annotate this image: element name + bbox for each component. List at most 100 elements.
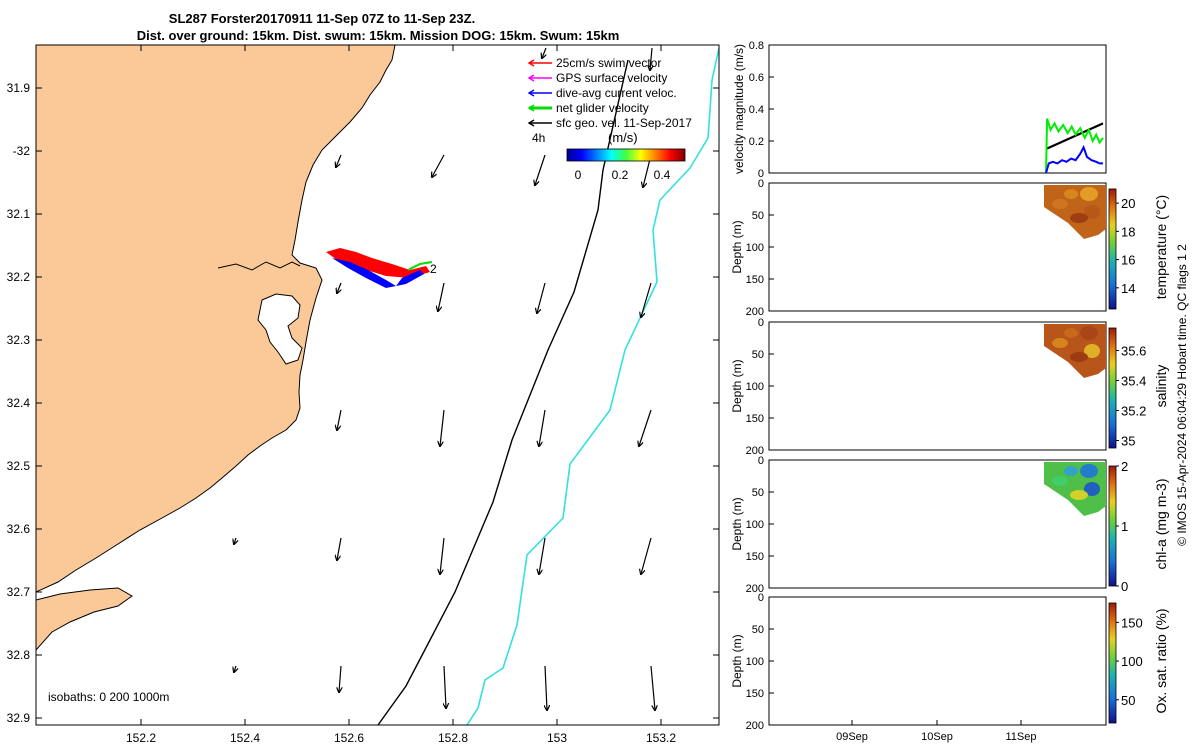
chlorophyll-section-patch — [1064, 466, 1078, 476]
lat-tick-label: -32 — [13, 144, 31, 158]
oxygen-ytick-label: 150 — [746, 688, 764, 700]
chlorophyll-ytick-label: 150 — [746, 551, 764, 563]
time-tick-label: 10Sep — [921, 731, 953, 743]
chlorophyll-colorbar-tick-label: 0 — [1121, 579, 1128, 594]
isobath-200m — [377, 59, 629, 725]
river-inlet — [217, 261, 301, 271]
isobaths-label: isobaths: 0 200 1000m — [48, 690, 169, 704]
map-axis-ticks: 152.2 152.4 152.6 152.8 153 153.2 31.9 -32 32.1 3… — [7, 45, 719, 745]
velocity-ytick-label: 0.2 — [749, 136, 764, 148]
lat-tick-label: 32.9 — [7, 711, 31, 725]
lon-tick-label: 152.2 — [126, 731, 156, 745]
oxygen-ytick-label: 0 — [758, 592, 764, 604]
oxygen-colorbar-label: Ox. sat. ratio (%) — [1153, 608, 1169, 713]
oxygen-plot-frame — [768, 596, 1107, 726]
oxygen-colorbar-tick-label: 100 — [1121, 654, 1143, 669]
lat-tick-label: 32.8 — [7, 648, 31, 662]
surface-velocity-arrow — [539, 537, 546, 574]
legend-arrowhead — [527, 119, 535, 127]
temperature-colorbar-tick-label: 18 — [1121, 224, 1135, 239]
time-tick-label: 09Sep — [836, 731, 868, 743]
surface-velocity-arrow — [337, 537, 342, 560]
chlorophyll-colorbar-label: chl-a (mg m-3) — [1153, 478, 1169, 569]
salinity-ytick-label: 200 — [746, 445, 764, 457]
temperature-ylabel: Depth (m) — [730, 220, 744, 273]
surface-velocity-arrow — [438, 282, 445, 311]
colorbar-tick-1: 0.2 — [612, 168, 629, 182]
surface-velocity-arrow — [545, 665, 547, 710]
temperature-section-patch — [1084, 205, 1100, 219]
chlorophyll-ytick-label: 50 — [752, 487, 764, 499]
salinity-section-patch — [1070, 352, 1088, 362]
surface-velocity-arrow — [440, 537, 445, 574]
surface-velocity-arrow — [650, 47, 652, 70]
temperature-ytick-label: 100 — [746, 242, 764, 254]
temperature-ytick-label: 150 — [746, 274, 764, 286]
velocity-ytick-label: 0.4 — [749, 104, 764, 116]
salinity-colorbar-tick-label: 35.6 — [1121, 344, 1146, 359]
velocity-series-line — [1045, 118, 1104, 174]
temperature-colorbar-label: temperature (°C) — [1153, 195, 1169, 299]
surface-velocity-arrow — [337, 409, 342, 430]
lon-tick-label: 153 — [547, 731, 567, 745]
estuary-lake — [257, 293, 303, 365]
surface-velocity-arrow — [535, 154, 546, 185]
salinity-section-patch — [1080, 326, 1098, 340]
temperature-colorbar-tick-label: 20 — [1121, 196, 1135, 211]
lat-tick-label: 32.4 — [7, 396, 31, 410]
velocity-series-line — [1045, 144, 1103, 174]
surface-velocity-arrow — [641, 282, 652, 317]
salinity-colorbar-label: salinity — [1153, 365, 1169, 408]
velocity-ytick-label: 0.8 — [749, 40, 764, 52]
speed-colorbar — [566, 148, 686, 162]
figure-title-line-2: Dist. over ground: 15km. Dist. swum: 15k… — [137, 28, 620, 43]
surface-velocity-field — [234, 47, 655, 710]
salinity-ytick-label: 100 — [746, 381, 764, 393]
surface-velocity-arrow — [537, 282, 546, 313]
temperature-section-patch — [1064, 189, 1078, 199]
legend-scale-label: 4h — [532, 131, 545, 145]
surface-velocity-arrow — [641, 537, 652, 574]
map-frame — [35, 44, 720, 726]
salinity-ytick-label: 50 — [752, 349, 764, 361]
surface-velocity-arrow — [539, 409, 546, 446]
temperature-ytick-label: 50 — [752, 210, 764, 222]
chlorophyll-ytick-label: 200 — [746, 583, 764, 595]
temperature-section-patch — [1052, 199, 1068, 209]
salinity-colorbar — [1108, 327, 1117, 449]
velocity-ytick-label: 0 — [758, 168, 764, 180]
surface-velocity-arrow — [337, 282, 341, 293]
oxygen-ytick-label: 200 — [746, 720, 764, 732]
chlorophyll-section-panel: 0 50 100 150 200 Depth (m) 2 1 0 chl-a (mg m-3) — [730, 455, 1169, 595]
chlorophyll-colorbar-tick-label: 2 — [1121, 459, 1128, 474]
time-tick-label: 11Sep — [1006, 731, 1037, 743]
chlorophyll-section-patch — [1052, 476, 1068, 486]
temperature-plot-frame — [768, 182, 1107, 312]
glider-track-red — [326, 248, 430, 278]
surface-velocity-arrow — [542, 47, 546, 58]
velocity-plot-frame — [768, 44, 1107, 174]
lon-tick-label: 153.2 — [646, 731, 676, 745]
legend-entry: sfc geo. vel. 11-Sep-2017 — [556, 116, 692, 130]
chlorophyll-colorbar — [1108, 465, 1117, 587]
track-end-label: 2 — [430, 262, 437, 276]
isobath-1000m — [466, 47, 719, 725]
lat-tick-label: 32.7 — [7, 585, 31, 599]
oxygen-colorbar-tick-label: 150 — [1121, 615, 1143, 630]
map-panel: 2 isobaths: 0 200 1000m 152.2 152.4 152.6 1… — [7, 44, 720, 745]
lon-tick-label: 152.4 — [230, 731, 260, 745]
glider-track-blue — [332, 258, 424, 288]
salinity-ytick-label: 150 — [746, 413, 764, 425]
colorbar-tick-2: 0.4 — [654, 168, 671, 182]
chlorophyll-colorbar-tick-label: 1 — [1121, 519, 1128, 534]
legend-entry: net glider velocity — [556, 101, 649, 115]
salinity-section-patch — [1084, 344, 1100, 358]
chlorophyll-section-patch — [1080, 464, 1098, 478]
legend-entry: dive-avg current veloc. — [556, 86, 677, 100]
lat-tick-label: 32.6 — [7, 522, 31, 536]
oxygen-ytick-label: 100 — [746, 656, 764, 668]
colorbar-title: (m/s) — [608, 130, 638, 145]
salinity-colorbar-tick-label: 35.4 — [1121, 374, 1146, 389]
